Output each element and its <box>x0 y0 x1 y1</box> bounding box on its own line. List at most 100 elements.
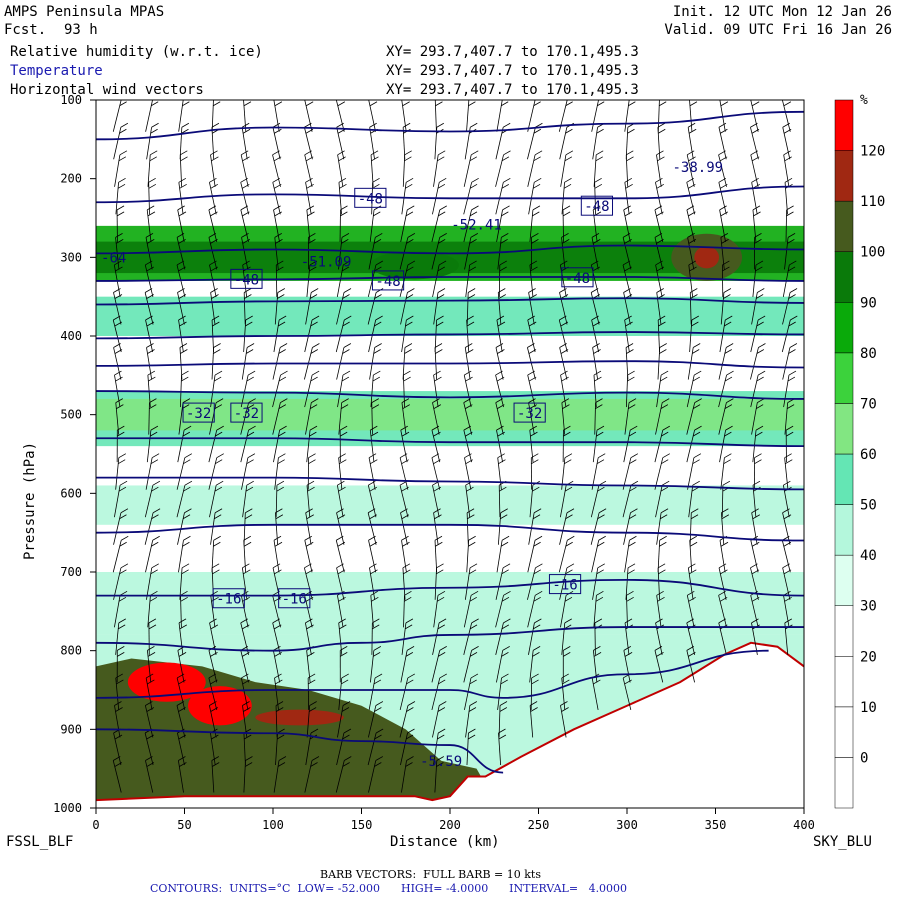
init-time: Init. 12 UTC Mon 12 Jan 26 <box>672 4 892 20</box>
wind-barb-flag <box>496 376 505 382</box>
wind-barb-staff <box>434 127 438 160</box>
wind-barb-flag <box>369 563 377 569</box>
wind-barb-flag <box>496 315 505 321</box>
wind-barb-staff <box>240 154 249 187</box>
wind-barb-flag <box>178 679 186 685</box>
wind-barb-staff <box>686 430 695 463</box>
wind-barb-flag <box>657 563 666 569</box>
wind-barb-flag <box>659 100 660 101</box>
y-tick-label: 200 <box>60 172 82 186</box>
wind-barb-flag <box>692 431 701 437</box>
wind-barb-flag <box>757 288 765 293</box>
wind-barb-flag <box>658 128 666 134</box>
wind-barb-flag <box>751 177 759 183</box>
wind-barb-flag <box>308 233 316 238</box>
wind-barb-flag <box>242 679 250 685</box>
wind-barb-staff <box>210 595 216 628</box>
x-tick-label: 350 <box>705 818 727 832</box>
wind-barb-flag <box>438 618 447 624</box>
wind-barb-staff <box>465 705 471 738</box>
wind-barb-flag <box>246 404 255 409</box>
wind-barb-staff <box>463 374 472 408</box>
wind-barb-flag <box>534 590 543 596</box>
wind-barb-flag <box>594 183 603 189</box>
wind-barb-flag <box>242 183 250 189</box>
wind-barb-staff <box>688 485 694 518</box>
wind-barb-staff <box>114 705 121 738</box>
wind-barb-staff <box>147 650 152 683</box>
wind-barb-flag <box>176 260 185 266</box>
wind-barb-flag <box>374 673 383 679</box>
wind-barb-flag <box>247 453 256 459</box>
wind-barb-flag <box>529 701 538 706</box>
wind-barb-staff <box>686 209 695 242</box>
wind-barb-flag <box>469 260 477 266</box>
wind-barb-flag <box>342 321 350 327</box>
wind-barb-flag <box>373 646 382 651</box>
x-tick-label: 200 <box>439 818 461 832</box>
wind-barb-flag <box>598 453 606 459</box>
wind-barb-flag <box>183 425 192 431</box>
wind-barb-flag <box>146 266 155 272</box>
wind-barb-flag <box>694 398 702 403</box>
wind-barb-staff <box>498 485 501 518</box>
wind-barb-staff <box>433 512 439 545</box>
wind-barb-flag <box>113 288 121 293</box>
contour-label: -38.99 <box>673 160 724 176</box>
wind-barb-flag <box>756 349 765 354</box>
wind-barb-staff <box>274 512 279 545</box>
wind-barb-staff <box>401 319 407 353</box>
wind-barb-staff <box>654 457 664 490</box>
wind-barb-flag <box>692 376 701 382</box>
wind-barb-flag <box>785 425 794 431</box>
wind-barb-flag <box>212 762 220 767</box>
wind-barb-flag <box>181 563 190 569</box>
wind-barb-flag <box>373 349 381 354</box>
wind-barb-flag <box>689 266 697 272</box>
wind-barb-flag <box>751 101 760 107</box>
wind-barb-flag <box>344 756 352 761</box>
wind-barb-flag <box>374 734 382 740</box>
wind-barb-flag <box>503 150 511 156</box>
wind-barb-flag <box>145 233 154 238</box>
y-tick-label: 400 <box>60 329 82 343</box>
wind-barb-flag <box>535 563 543 569</box>
wind-barb-flag <box>497 349 505 354</box>
wind-barb-staff <box>528 292 535 325</box>
wind-barb-flag <box>118 486 127 492</box>
wind-barb-flag <box>243 569 251 575</box>
wind-barb-flag <box>179 762 187 767</box>
wind-barb-staff <box>208 677 218 711</box>
wind-barb-staff <box>783 375 790 408</box>
wind-barb-staff <box>113 732 122 766</box>
wind-barb-staff <box>433 292 439 325</box>
contour-label: -48 <box>375 274 400 290</box>
wind-barb-flag <box>117 646 125 651</box>
wind-barb-flag <box>312 343 320 348</box>
wind-barb-flag <box>497 453 505 459</box>
wind-barb-flag <box>311 756 320 761</box>
wind-barb-flag <box>146 734 154 740</box>
wind-barb-flag <box>276 707 284 712</box>
wind-barb-staff <box>209 264 217 298</box>
y-tick-label: 800 <box>60 644 82 658</box>
wind-barb-flag <box>750 150 758 156</box>
wind-barb-flag <box>406 646 415 651</box>
y-tick-label: 600 <box>60 486 82 500</box>
wind-barb-flag <box>245 508 253 514</box>
wind-barb-flag <box>469 100 470 101</box>
wind-barb-flag <box>151 486 159 492</box>
wind-barb-flag <box>274 569 282 575</box>
wind-barb-flag <box>179 624 188 630</box>
wind-barb-flag <box>213 376 222 382</box>
wind-barb-flag <box>628 514 637 520</box>
wind-barb-staff <box>370 650 375 683</box>
wind-barb-staff <box>146 347 153 380</box>
wind-barb-flag <box>630 453 639 459</box>
wind-barb-flag <box>311 315 320 321</box>
wind-barb-staff <box>240 430 249 463</box>
wind-barb-flag <box>246 459 254 465</box>
wind-barb-flag <box>533 624 541 630</box>
wind-barb-staff <box>623 650 631 683</box>
wind-barb-flag <box>121 100 122 101</box>
